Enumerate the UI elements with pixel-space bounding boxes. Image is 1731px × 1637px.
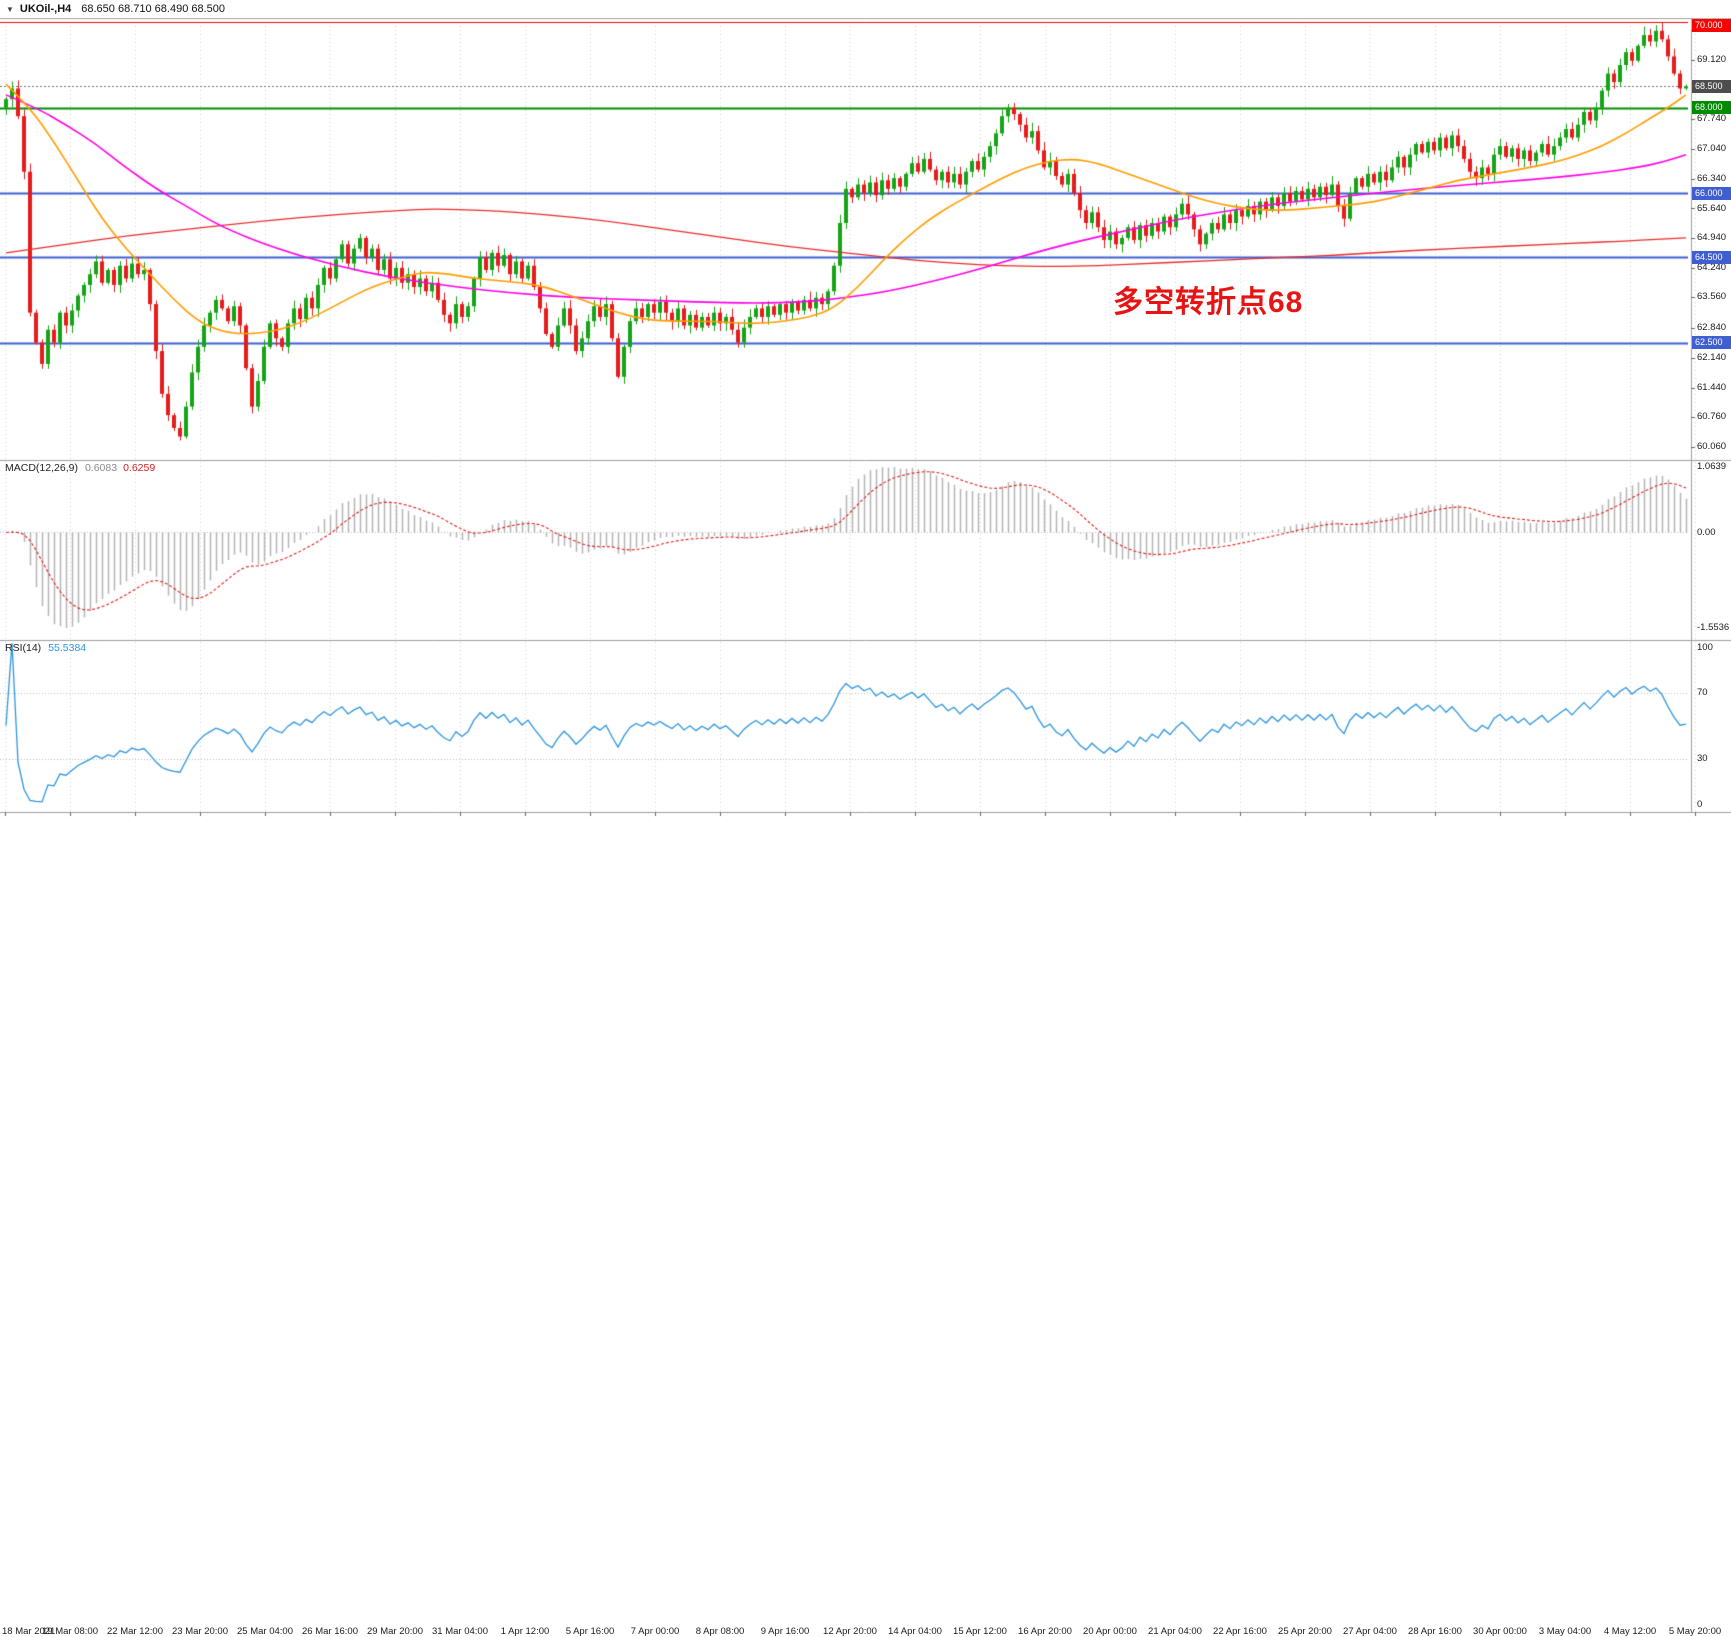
rsi-value: 55.5384 [48,642,87,654]
time-axis-label: 25 Mar 04:00 [237,1626,293,1637]
price-tag-66.000: 66.000 [1692,186,1731,200]
current-price-tag: 68.500 [1692,79,1731,93]
price-axis-label: 60.760 [1697,410,1727,422]
price-axis-label: 63.560 [1697,291,1727,303]
chart-overlay: MACD(12,26,9) 0.6083 0.6259 RSI(14) 55.5384… [0,18,1731,1637]
time-axis-label: 1 Apr 12:00 [500,1626,550,1637]
time-axis-label: 9 Apr 16:00 [760,1626,810,1637]
price-axis-label: 62.140 [1697,351,1727,363]
rsi-title-label: RSI(14) [5,642,42,654]
rsi-axis-label: 100 [1697,642,1713,653]
time-axis-label: 23 Mar 20:00 [172,1626,228,1637]
rsi-indicator-title: RSI(14) 55.5384 [5,642,86,654]
macd-main-value: 0.6083 [84,462,118,474]
price-tag-70.000: 70.000 [1692,18,1731,32]
ohlc-values: 68.650 68.710 68.490 68.500 [81,3,226,15]
chart-plot-canvas[interactable] [0,0,1731,830]
time-axis-label: 21 Apr 04:00 [1148,1626,1202,1637]
rsi-axis-label: 30 [1697,752,1708,764]
price-tag-68.000: 68.000 [1692,101,1731,115]
price-tag-64.500: 64.500 [1692,250,1731,264]
macd-axis-label: 1.0639 [1697,461,1727,473]
time-axis-label: 8 Apr 08:00 [695,1626,745,1637]
macd-indicator-title: MACD(12,26,9) 0.6083 0.6259 [5,462,155,474]
chart-annotation: 多空转折点68 [1113,286,1304,319]
price-axis-label: 67.040 [1697,142,1727,154]
macd-signal-value: 0.6259 [123,462,156,474]
chart-title-bar: ▼ UKOil-,H4 68.650 68.710 68.490 68.500 [0,0,1731,18]
time-axis-label: 5 May 20:00 [1668,1626,1722,1637]
time-axis-label: 28 Apr 16:00 [1408,1626,1462,1637]
time-axis-label: 26 Mar 16:00 [302,1626,358,1637]
symbol-dropdown-icon[interactable]: ▼ [6,4,14,14]
price-axis-label: 61.440 [1697,381,1727,393]
time-axis-label: 19 Mar 08:00 [42,1626,98,1637]
macd-axis-label: -1.5536 [1697,622,1730,633]
price-axis-label: 66.340 [1697,172,1727,184]
time-scale[interactable]: 18 Mar 2021 19 Mar 08:00 22 Mar 12:00 23 Ma… [0,812,1731,1637]
price-axis-label: 65.640 [1697,202,1727,214]
price-tag-62.500: 62.500 [1692,336,1731,350]
rsi-axis-label: 0 [1697,799,1703,810]
time-axis-label: 22 Apr 16:00 [1213,1626,1267,1637]
time-axis-label: 7 Apr 00:00 [630,1626,680,1637]
time-axis-label: 31 Mar 04:00 [432,1626,488,1637]
price-axis-label: 69.120 [1697,53,1727,65]
time-axis-label: 20 Apr 00:00 [1083,1626,1137,1637]
time-axis-label: 3 May 04:00 [1538,1626,1592,1637]
time-axis-label: 27 Apr 04:00 [1343,1626,1397,1637]
macd-axis-label: 0.00 [1697,526,1716,538]
time-axis-label: 29 Mar 20:00 [367,1626,423,1637]
price-axis-label: 64.940 [1697,232,1727,244]
time-axis-label: 25 Apr 20:00 [1278,1626,1332,1637]
time-axis-label: 5 Apr 16:00 [565,1626,615,1637]
rsi-axis-label: 70 [1697,686,1708,698]
time-axis-label: 22 Mar 12:00 [107,1626,163,1637]
time-axis-label: 14 Apr 04:00 [888,1626,942,1637]
price-axis-label: 64.240 [1697,262,1727,274]
price-axis-label: 60.060 [1697,440,1727,452]
time-axis-label: 4 May 12:00 [1603,1626,1657,1637]
macd-title-label: MACD(12,26,9) [5,462,78,474]
price-axis-label: 62.840 [1697,322,1727,333]
time-axis-label: 12 Apr 20:00 [823,1626,877,1637]
symbol-timeframe-label: UKOil-,H4 [19,3,72,15]
time-axis-label: 15 Apr 12:00 [953,1626,1007,1637]
time-axis-label: 16 Apr 20:00 [1018,1626,1072,1637]
time-axis-label: 30 Apr 00:00 [1473,1626,1527,1637]
price-axis-label: 67.740 [1697,112,1727,124]
